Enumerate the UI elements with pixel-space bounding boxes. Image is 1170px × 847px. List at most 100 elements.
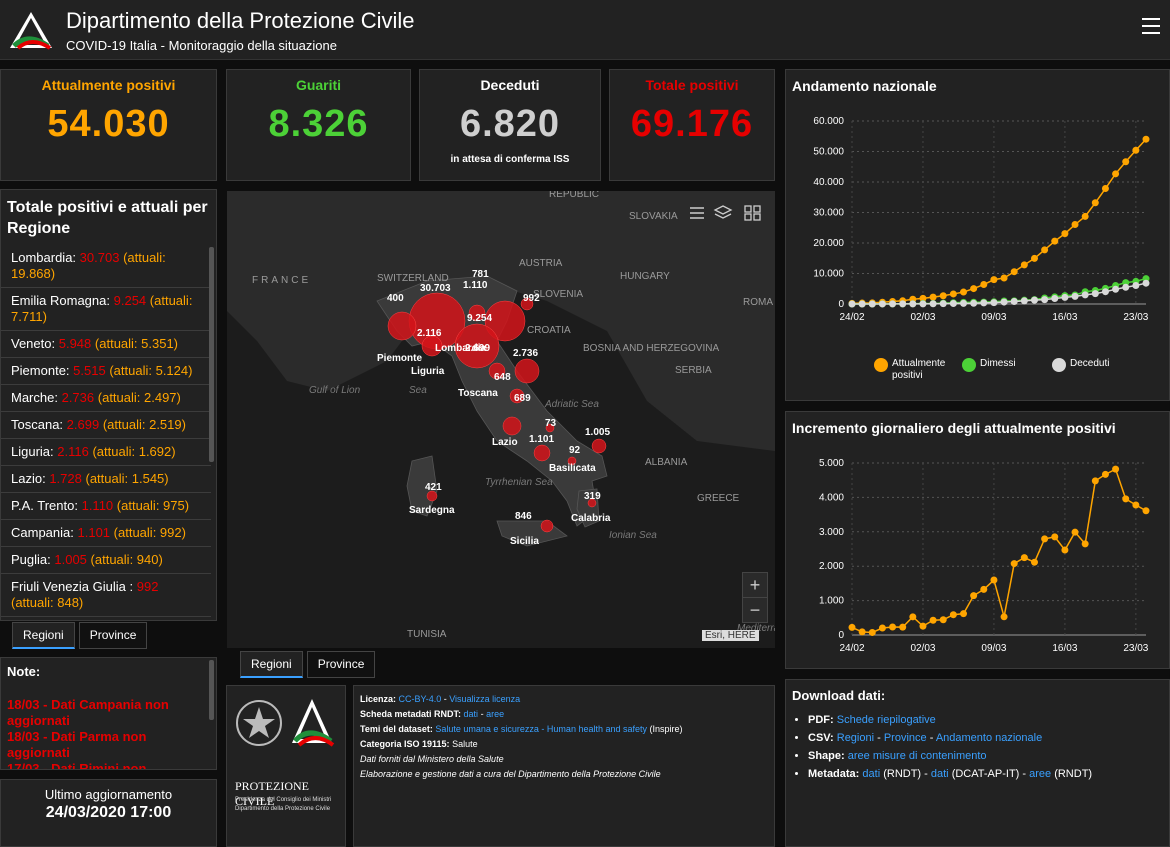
data-point[interactable]: [868, 628, 876, 636]
metadata-dati-rndt-link[interactable]: dati: [862, 768, 881, 780]
data-point[interactable]: [949, 290, 957, 298]
data-point[interactable]: [858, 300, 866, 308]
data-point[interactable]: [1020, 261, 1028, 269]
tab-map-regioni[interactable]: Regioni: [240, 651, 303, 678]
data-point[interactable]: [970, 299, 978, 307]
data-point[interactable]: [868, 300, 876, 308]
data-point[interactable]: [1020, 297, 1028, 305]
shape-aree-link[interactable]: aree misure di contenimento: [847, 750, 987, 762]
region-item[interactable]: Puglia: 1.005 (attuali: 940): [1, 547, 211, 574]
data-point[interactable]: [1122, 283, 1130, 291]
layers-icon[interactable]: [710, 202, 736, 224]
data-point[interactable]: [1000, 613, 1008, 621]
regions-list[interactable]: Lombardia: 30.703 (attuali: 19.868) Emili…: [1, 245, 211, 620]
data-point[interactable]: [949, 300, 957, 308]
data-point[interactable]: [889, 623, 897, 631]
data-point[interactable]: [1020, 554, 1028, 562]
data-point[interactable]: [1041, 535, 1049, 543]
region-item[interactable]: Liguria: 2.116 (attuali: 1.692): [1, 439, 211, 466]
data-point[interactable]: [929, 300, 937, 308]
region-item[interactable]: Marche: 2.736 (attuali: 2.497): [1, 385, 211, 412]
data-point[interactable]: [1081, 540, 1089, 548]
data-point[interactable]: [1071, 528, 1079, 536]
data-point[interactable]: [980, 281, 988, 289]
data-point[interactable]: [1010, 268, 1018, 276]
data-point[interactable]: [1061, 546, 1069, 554]
region-item[interactable]: Friuli Venezia Giulia : 992 (attuali: 84…: [1, 574, 211, 617]
data-point[interactable]: [1061, 230, 1069, 238]
data-point[interactable]: [1091, 199, 1099, 207]
notes-scrollbar[interactable]: [209, 660, 214, 720]
data-point[interactable]: [1122, 158, 1130, 166]
legend-dimessi[interactable]: Dimessi: [962, 358, 1016, 372]
region-item[interactable]: Lazio: 1.728 (attuali: 1.545): [1, 466, 211, 493]
csv-regioni-link[interactable]: Regioni: [836, 732, 875, 744]
tab-regioni[interactable]: Regioni: [12, 622, 75, 649]
tab-province[interactable]: Province: [78, 622, 148, 649]
data-point[interactable]: [1030, 254, 1038, 262]
data-point[interactable]: [1101, 185, 1109, 193]
region-item[interactable]: P.A. Trento: 1.110 (attuali: 975): [1, 493, 211, 520]
data-point[interactable]: [1101, 288, 1109, 296]
data-point[interactable]: [1101, 470, 1109, 478]
data-point[interactable]: [929, 616, 937, 624]
data-point[interactable]: [990, 276, 998, 284]
data-point[interactable]: [1071, 292, 1079, 300]
data-point[interactable]: [929, 293, 937, 301]
map-view[interactable]: FRANCE SWITZERLAND AUSTRIA SLOVAKIA HUNG…: [227, 191, 775, 648]
data-point[interactable]: [848, 623, 856, 631]
data-point[interactable]: [990, 299, 998, 307]
data-point[interactable]: [980, 299, 988, 307]
pdf-schede-link[interactable]: Schede riepilogative: [836, 714, 936, 726]
data-point[interactable]: [1142, 279, 1150, 287]
data-point[interactable]: [1132, 501, 1140, 509]
rndt-aree-link[interactable]: aree: [486, 709, 505, 719]
data-point[interactable]: [980, 585, 988, 593]
region-item[interactable]: Piemonte: 5.515 (attuali: 5.124): [1, 358, 211, 385]
zoom-out-button[interactable]: −: [742, 597, 768, 623]
data-point[interactable]: [919, 622, 927, 630]
data-point[interactable]: [858, 628, 866, 636]
data-point[interactable]: [1000, 274, 1008, 282]
data-point[interactable]: [1112, 170, 1120, 178]
data-point[interactable]: [919, 300, 927, 308]
data-point[interactable]: [878, 300, 886, 308]
region-item[interactable]: Veneto: 5.948 (attuali: 5.351): [1, 331, 211, 358]
data-point[interactable]: [939, 292, 947, 300]
hamburger-menu-icon[interactable]: [1142, 18, 1160, 34]
data-point[interactable]: [899, 300, 907, 308]
region-item[interactable]: Emilia Romagna: 9.254 (attuali: 7.711): [1, 288, 211, 331]
legend-list-icon[interactable]: [684, 202, 710, 224]
data-point[interactable]: [848, 300, 856, 308]
data-point[interactable]: [1041, 296, 1049, 304]
data-point[interactable]: [1081, 212, 1089, 220]
data-point[interactable]: [889, 300, 897, 308]
data-point[interactable]: [1112, 285, 1120, 293]
csv-andamento-link[interactable]: Andamento nazionale: [935, 732, 1043, 744]
legend-deceduti[interactable]: Deceduti: [1052, 358, 1109, 372]
data-point[interactable]: [1061, 293, 1069, 301]
data-point[interactable]: [1112, 465, 1120, 473]
data-point[interactable]: [899, 623, 907, 631]
data-point[interactable]: [1081, 291, 1089, 299]
data-point[interactable]: [909, 300, 917, 308]
data-point[interactable]: [1051, 533, 1059, 541]
data-point[interactable]: [909, 613, 917, 621]
data-point[interactable]: [1041, 246, 1049, 254]
data-point[interactable]: [1030, 296, 1038, 304]
view-license-link[interactable]: Visualizza licenza: [449, 694, 521, 704]
data-point[interactable]: [1132, 146, 1140, 154]
region-item[interactable]: Campania: 1.101 (attuali: 992): [1, 520, 211, 547]
zoom-in-button[interactable]: +: [742, 572, 768, 598]
legend-attualmente-positivi[interactable]: Attualmente positivi: [874, 358, 962, 382]
data-point[interactable]: [1051, 294, 1059, 302]
temi-link[interactable]: Salute umana e sicurezza - Human health …: [435, 724, 647, 734]
data-point[interactable]: [1051, 237, 1059, 245]
data-point[interactable]: [960, 299, 968, 307]
data-point[interactable]: [1030, 558, 1038, 566]
data-point[interactable]: [1142, 507, 1150, 515]
data-point[interactable]: [1071, 221, 1079, 229]
data-point[interactable]: [1010, 297, 1018, 305]
regions-scrollbar[interactable]: [209, 247, 214, 462]
region-item[interactable]: Lombardia: 30.703 (attuali: 19.868): [1, 245, 211, 288]
